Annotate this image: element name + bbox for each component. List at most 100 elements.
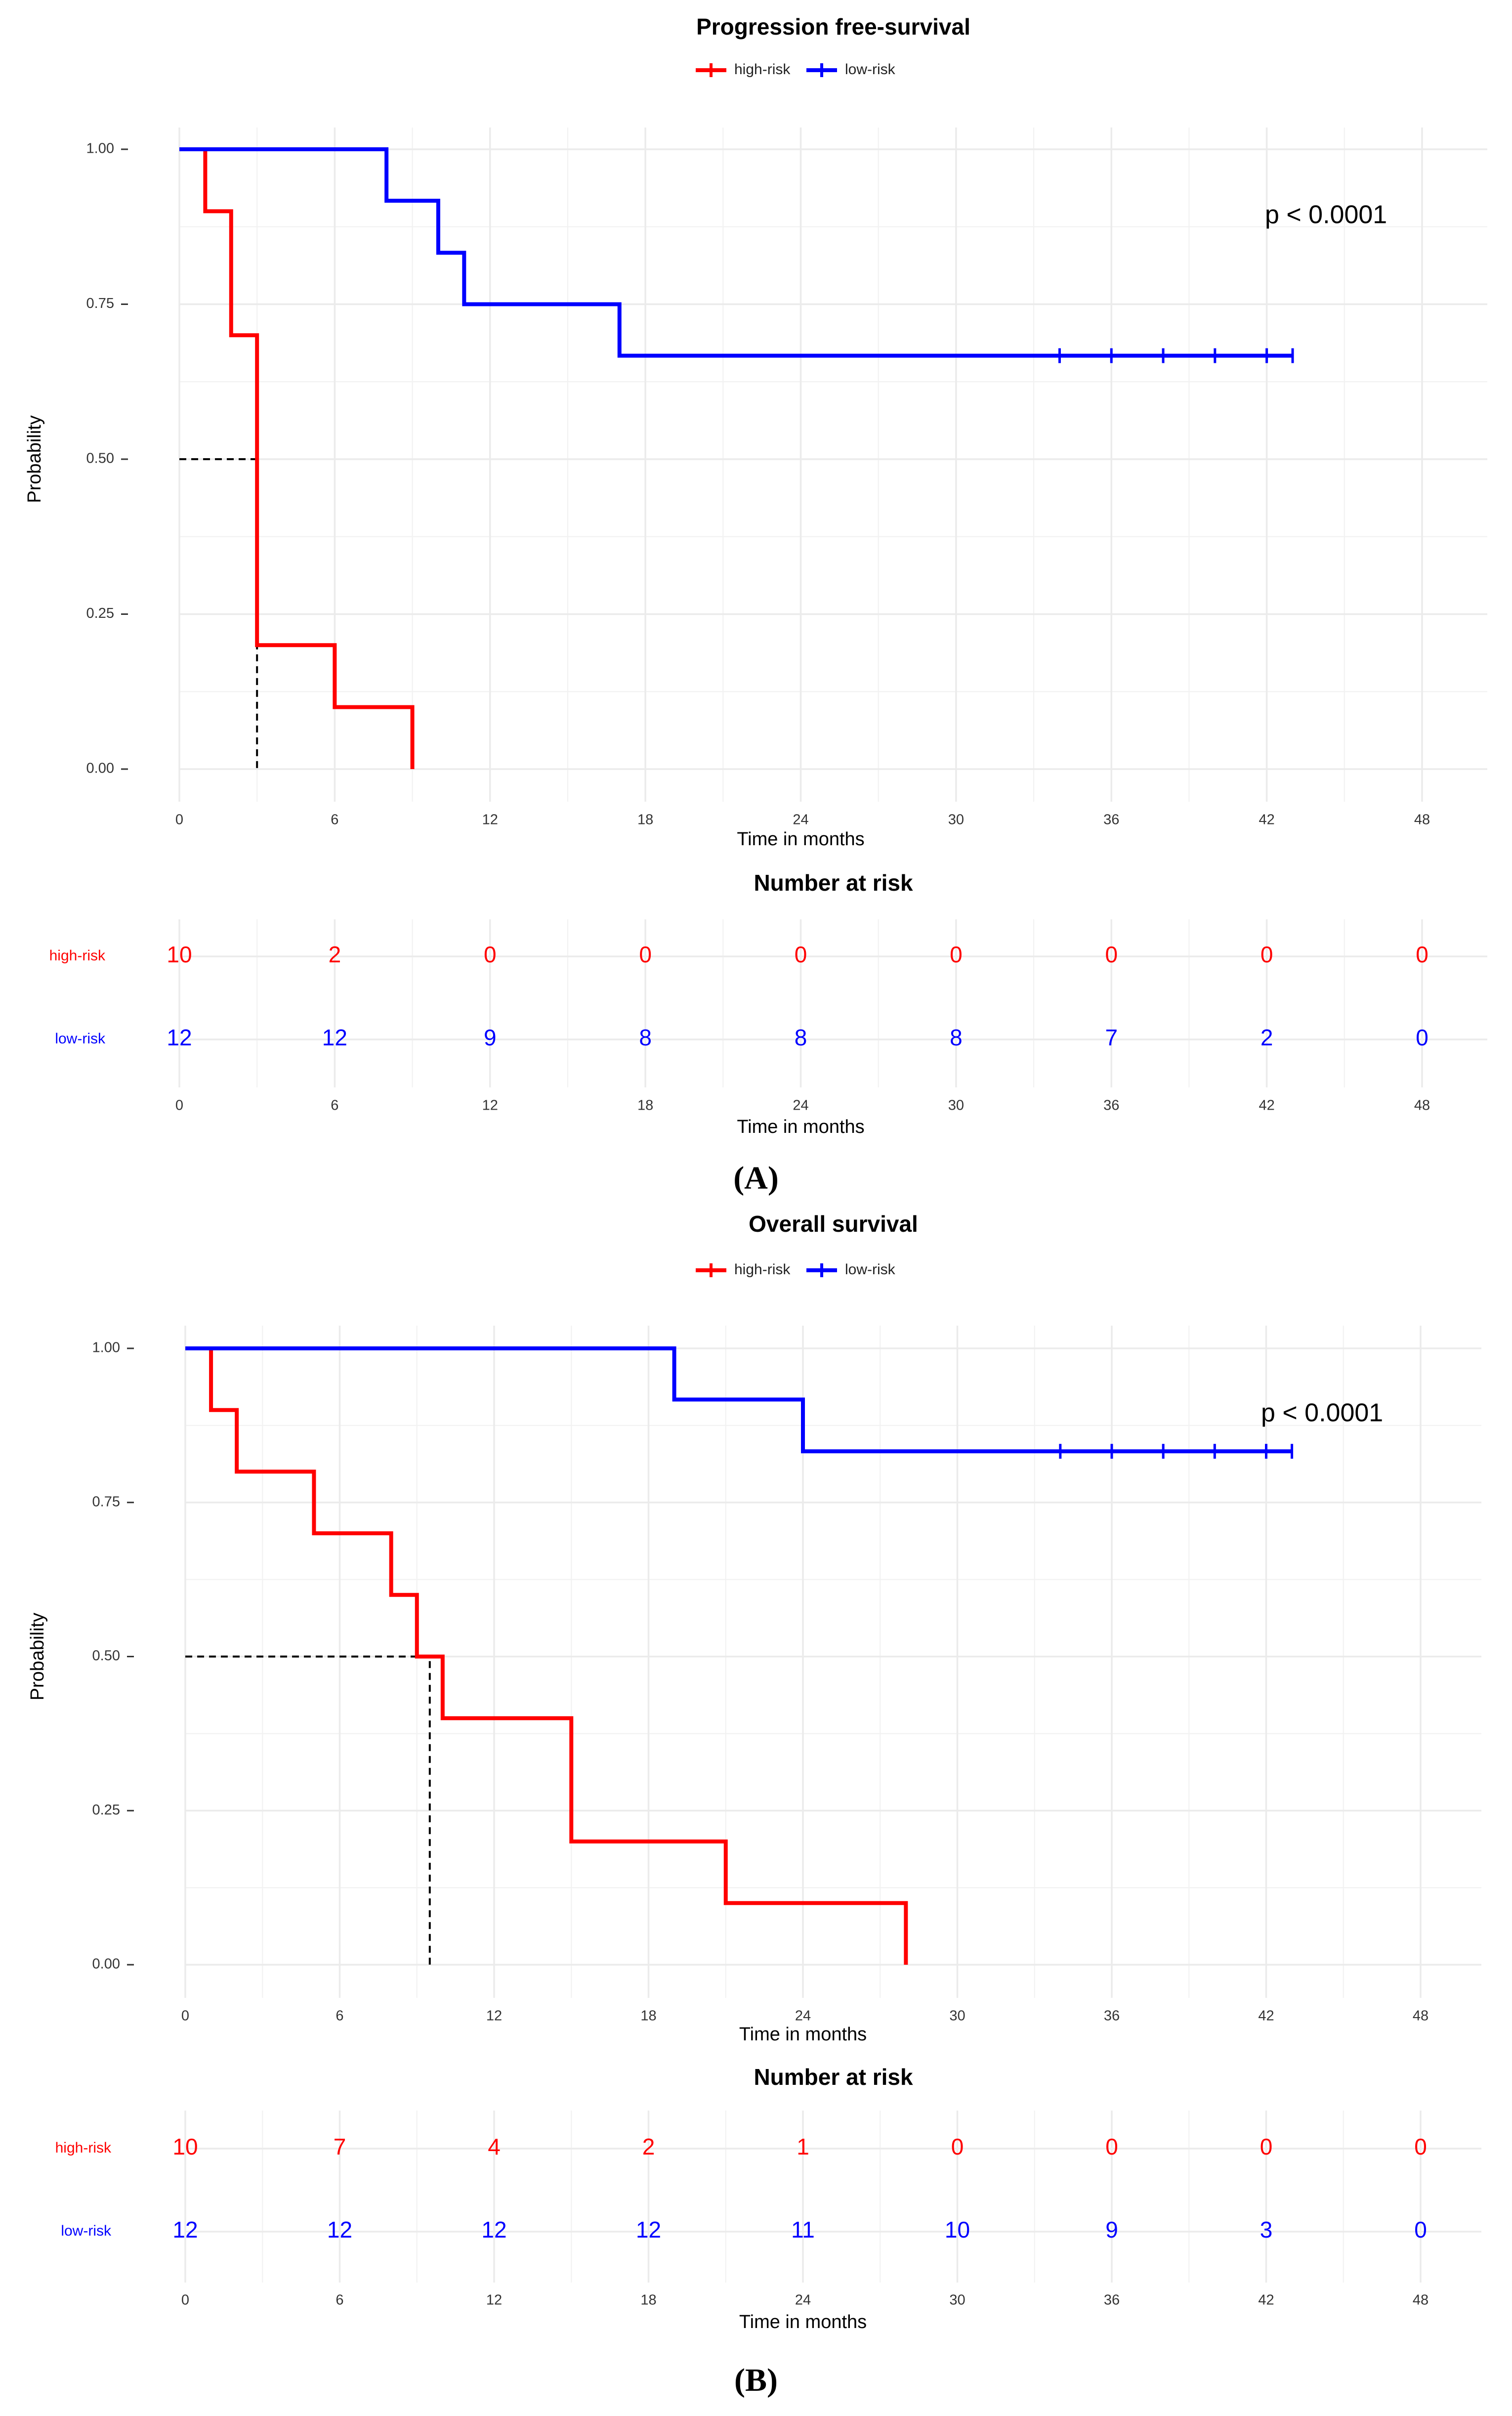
y-tick-label: 0.50: [86, 451, 114, 467]
risk-x-tick-label: 36: [1104, 2292, 1120, 2308]
risk-count-low-risk: 12: [636, 2217, 661, 2243]
chart-panel-a: Progression free-survival high-risk low-ri…: [24, 14, 1487, 1196]
x-axis-title: Time in months: [739, 2024, 867, 2045]
risk-count-low-risk: 3: [1260, 2217, 1273, 2243]
panel-label: (B): [734, 2362, 778, 2398]
risk-count-high-risk: 4: [488, 2134, 501, 2159]
p-value-annotation: p < 0.0001: [1261, 1399, 1383, 1427]
risk-count-high-risk: 2: [329, 942, 341, 967]
risk-count-low-risk: 12: [481, 2217, 506, 2243]
y-tick-label: 0.00: [86, 761, 114, 777]
chart-panel-b: Overall survival high-risk low-risk 0.00 0.2…: [27, 1211, 1481, 2398]
risk-count-low-risk: 2: [1260, 1025, 1273, 1050]
legend-label-high-risk: high-risk: [734, 61, 791, 78]
risk-count-high-risk: 0: [1414, 2134, 1427, 2159]
risk-count-high-risk: 1: [797, 2134, 809, 2159]
legend: high-risk low-risk: [696, 61, 896, 78]
risk-x-tick-label: 42: [1259, 1098, 1274, 1114]
risk-count-high-risk: 7: [334, 2134, 346, 2159]
risk-count-low-risk: 8: [795, 1025, 807, 1050]
x-tick-label: 0: [181, 2008, 189, 2024]
x-axis-title: Time in months: [737, 829, 864, 850]
y-tick-label: 1.00: [92, 1340, 120, 1356]
risk-table-title: Number at risk: [754, 2064, 913, 2090]
risk-count-low-risk: 10: [945, 2217, 970, 2243]
risk-row-label-low-risk: low-risk: [61, 2223, 112, 2239]
risk-x-tick-label: 6: [331, 1098, 338, 1114]
risk-count-high-risk: 0: [951, 2134, 964, 2159]
y-tick-label: 0.75: [86, 296, 114, 311]
x-tick-label: 30: [949, 2008, 965, 2024]
risk-table-title: Number at risk: [754, 870, 913, 896]
x-tick-label: 36: [1104, 2008, 1120, 2024]
risk-x-tick-label: 48: [1413, 2292, 1428, 2308]
x-tick-label: 42: [1258, 2008, 1274, 2024]
risk-x-tick-label: 48: [1414, 1098, 1430, 1114]
risk-count-low-risk: 12: [172, 2217, 198, 2243]
risk-count-low-risk: 7: [1105, 1025, 1118, 1050]
risk-row-label-low-risk: low-risk: [55, 1031, 106, 1047]
risk-x-tick-label: 6: [336, 2292, 343, 2308]
risk-count-high-risk: 0: [1260, 2134, 1273, 2159]
risk-count-low-risk: 11: [791, 2217, 815, 2243]
risk-count-high-risk: 0: [639, 942, 652, 967]
x-tick-label: 48: [1413, 2008, 1428, 2024]
risk-count-low-risk: 12: [322, 1025, 347, 1050]
risk-count-low-risk: 8: [639, 1025, 652, 1050]
curve-high-risk: [179, 147, 415, 769]
x-tick-label: 36: [1103, 812, 1119, 828]
x-tick-label: 12: [486, 2008, 502, 2024]
risk-count-high-risk: 0: [950, 942, 963, 967]
risk-x-tick-label: 18: [640, 2292, 656, 2308]
risk-x-tick-label: 24: [795, 2292, 811, 2308]
x-tick-label: 12: [482, 812, 498, 828]
risk-x-tick-label: 0: [175, 1098, 183, 1114]
risk-count-high-risk: 2: [642, 2134, 655, 2159]
risk-count-high-risk: 0: [1260, 942, 1273, 967]
risk-count-low-risk: 8: [950, 1025, 963, 1050]
x-tick-label: 0: [175, 812, 183, 828]
chart-title: Progression free-survival: [696, 14, 970, 40]
risk-count-low-risk: 0: [1414, 2217, 1427, 2243]
y-tick-label: 1.00: [86, 141, 114, 157]
y-tick-label: 0.00: [92, 1956, 120, 1972]
panel-label: (A): [733, 1160, 779, 1196]
risk-row-label-high-risk: high-risk: [55, 2140, 112, 2156]
legend-label-low-risk: low-risk: [845, 1261, 896, 1278]
y-tick-label: 0.50: [92, 1648, 120, 1664]
y-axis-title: Probability: [27, 1613, 48, 1700]
y-tick-label: 0.75: [92, 1494, 120, 1510]
risk-x-tick-label: 42: [1258, 2292, 1274, 2308]
curve-high-risk: [185, 1346, 908, 1965]
risk-count-high-risk: 10: [172, 2134, 198, 2159]
x-tick-label: 18: [637, 812, 653, 828]
risk-table: Number at risk high-risk 10 2 0 0 0 0 0 0 0 low-ris…: [49, 870, 1487, 1137]
chart-title: Overall survival: [749, 1211, 918, 1237]
curve-low-risk: [179, 147, 1293, 358]
risk-count-high-risk: 0: [1105, 942, 1118, 967]
risk-count-low-risk: 9: [484, 1025, 497, 1050]
x-tick-label: 6: [331, 812, 338, 828]
risk-x-tick-label: 24: [793, 1098, 808, 1114]
legend-label-high-risk: high-risk: [734, 1261, 791, 1278]
risk-count-high-risk: 10: [167, 942, 192, 967]
risk-x-tick-label: 12: [482, 1098, 498, 1114]
risk-count-high-risk: 0: [1416, 942, 1428, 967]
legend-label-low-risk: low-risk: [845, 61, 896, 78]
plot-grid: [178, 128, 1487, 802]
risk-count-high-risk: 0: [1105, 2134, 1118, 2159]
risk-x-tick-label: 12: [486, 2292, 502, 2308]
y-axis-title: Probability: [24, 415, 45, 503]
risk-x-axis-title: Time in months: [739, 2312, 867, 2332]
x-tick-label: 24: [793, 812, 808, 828]
x-tick-label: 48: [1414, 812, 1430, 828]
x-tick-label: 30: [948, 812, 964, 828]
risk-count-high-risk: 0: [795, 942, 807, 967]
y-tick-label: 0.25: [92, 1802, 120, 1818]
p-value-annotation: p < 0.0001: [1265, 201, 1387, 229]
x-tick-label: 42: [1259, 812, 1274, 828]
x-tick-label: 6: [336, 2008, 343, 2024]
risk-x-tick-label: 0: [181, 2292, 189, 2308]
